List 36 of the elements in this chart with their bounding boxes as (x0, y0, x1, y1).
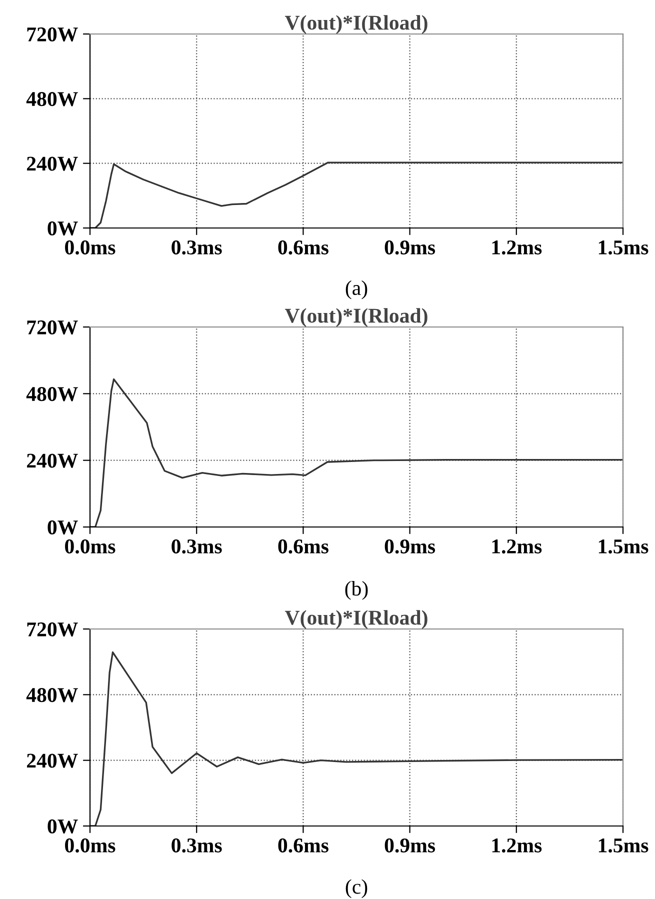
y-tick-label: 480W (26, 387, 78, 402)
y-tick-label: 0W (48, 221, 78, 236)
chart-title: V(out)*I(Rload) (284, 610, 428, 629)
y-tick-label: 480W (26, 688, 78, 702)
x-tick-label: 0.0ms (65, 539, 116, 554)
x-tick-label: 1.2ms (492, 539, 542, 554)
chart-title: V(out)*I(Rload) (284, 308, 428, 327)
x-tick-label: 1.5ms (598, 838, 648, 853)
x-tick-label: 0.9ms (384, 539, 436, 554)
text: (b) (345, 581, 368, 600)
x-tick-label: 1.5ms (598, 240, 648, 255)
y-tick-label: 480W (26, 92, 78, 106)
y-tick-label: 240W (26, 754, 78, 768)
x-tick-label: 0.9ms (384, 240, 436, 255)
x-tick-label: 0.3ms (172, 838, 222, 853)
x-tick-label: 1.5ms (598, 540, 648, 554)
y-tick-label: 0W (48, 520, 78, 535)
x-tick-label: 0.0ms (65, 838, 116, 853)
x-tick-label: 1.2ms (492, 838, 542, 853)
text: (c) (346, 879, 368, 898)
x-tick-label: 0.6ms (278, 838, 328, 853)
x-tick-label: 0.6ms (278, 539, 328, 554)
x-tick-label: 0.3ms (172, 240, 222, 255)
y-tick-label: 720W (27, 320, 78, 335)
y-tick-label: 240W (26, 454, 78, 468)
text: (a) (346, 280, 368, 300)
y-tick-label: 720W (27, 27, 78, 42)
x-tick-label: 1.2ms (492, 240, 542, 255)
y-tick-label: 720W (27, 622, 78, 637)
chart-title: V(out)*I(Rload) (284, 15, 428, 34)
x-tick-label: 0.0ms (65, 240, 116, 255)
x-tick-label: 0.3ms (172, 539, 222, 554)
x-tick-label: 0.6ms (278, 240, 328, 255)
y-tick-label: 0W (48, 819, 78, 834)
y-tick-label: 240W (26, 156, 78, 171)
x-tick-label: 0.9ms (384, 838, 436, 853)
